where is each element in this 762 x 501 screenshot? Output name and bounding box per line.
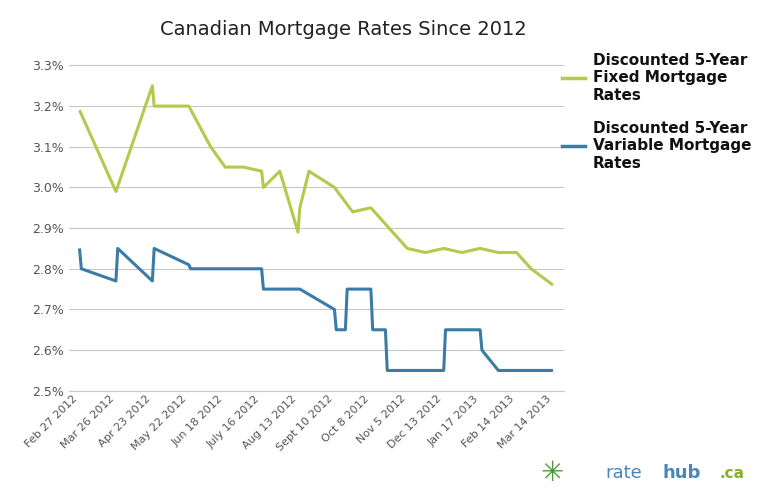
Legend: Discounted 5-Year
Fixed Mortgage
Rates, Discounted 5-Year
Variable Mortgage
Rate: Discounted 5-Year Fixed Mortgage Rates, … xyxy=(562,53,751,171)
Text: rate: rate xyxy=(605,464,642,482)
Text: hub: hub xyxy=(662,464,700,482)
Text: Canadian Mortgage Rates Since 2012: Canadian Mortgage Rates Since 2012 xyxy=(159,20,527,39)
Text: ✳: ✳ xyxy=(541,459,564,487)
Text: .ca: .ca xyxy=(719,466,744,481)
